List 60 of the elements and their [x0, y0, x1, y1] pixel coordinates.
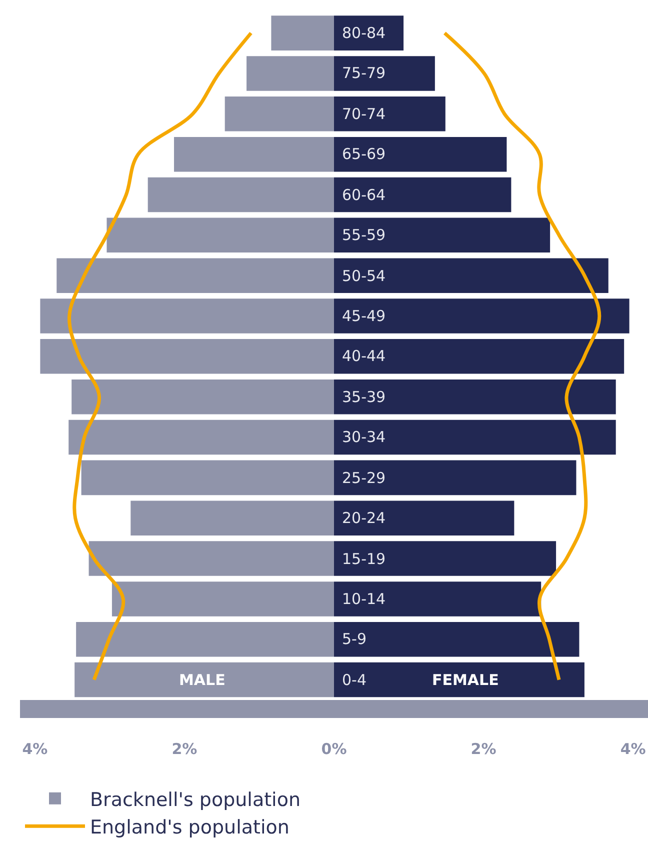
y-tick-label: 65-69 — [342, 145, 386, 163]
bar — [40, 339, 334, 374]
bar — [334, 16, 404, 50]
bar — [246, 56, 334, 91]
bar — [334, 460, 576, 496]
x-tick-label: 4% — [620, 740, 646, 758]
y-tick-label: 40-44 — [342, 347, 386, 365]
y-tick-label: 20-24 — [342, 509, 386, 527]
bar — [174, 136, 334, 172]
bar — [334, 500, 514, 536]
y-tick-label: 70-74 — [342, 105, 386, 123]
bar — [334, 582, 542, 616]
bar — [334, 339, 624, 374]
legend-label: England's population — [90, 816, 290, 839]
y-tick-label: 50-54 — [342, 267, 386, 285]
bar — [148, 177, 334, 212]
bar — [334, 622, 580, 657]
annotation: MALE — [179, 671, 226, 689]
y-tick-label: 45-49 — [342, 307, 386, 325]
y-tick-label: 25-29 — [342, 469, 386, 487]
bar — [334, 298, 630, 334]
bar — [334, 136, 507, 172]
bar — [106, 218, 334, 253]
bar — [334, 177, 512, 212]
bar — [334, 541, 556, 576]
y-tick-label: 5-9 — [342, 630, 366, 648]
bar — [68, 420, 334, 455]
bar — [334, 379, 616, 414]
bar — [130, 500, 334, 536]
bar — [334, 96, 446, 132]
y-tick-label: 80-84 — [342, 24, 386, 42]
y-tick-label: 15-19 — [342, 550, 386, 568]
bar — [40, 298, 334, 334]
bar — [88, 541, 334, 576]
legend-label: Bracknell's population — [90, 788, 300, 811]
x-tick-label: 2% — [470, 740, 496, 758]
bar — [56, 258, 334, 293]
bar — [81, 460, 334, 496]
bar — [334, 258, 608, 293]
bar — [334, 662, 584, 698]
bar — [334, 218, 550, 253]
bar — [72, 379, 334, 414]
x-tick-label: 4% — [22, 740, 48, 758]
bar — [334, 420, 616, 455]
y-tick-label: 35-39 — [342, 388, 386, 406]
bar — [334, 56, 435, 91]
x-tick-label: 2% — [172, 740, 198, 758]
y-tick-label: 0-4 — [342, 671, 366, 689]
y-tick-label: 75-79 — [342, 64, 386, 82]
bar — [271, 16, 334, 50]
bar — [74, 662, 334, 698]
annotation: FEMALE — [432, 671, 499, 689]
y-tick-label: 10-14 — [342, 590, 386, 608]
bar — [76, 622, 334, 657]
bar — [224, 96, 334, 132]
x-tick-label: 0% — [321, 740, 347, 758]
y-tick-label: 60-64 — [342, 186, 386, 204]
y-tick-label: 30-34 — [342, 428, 386, 446]
y-tick-label: 55-59 — [342, 226, 386, 244]
bar — [112, 582, 334, 616]
